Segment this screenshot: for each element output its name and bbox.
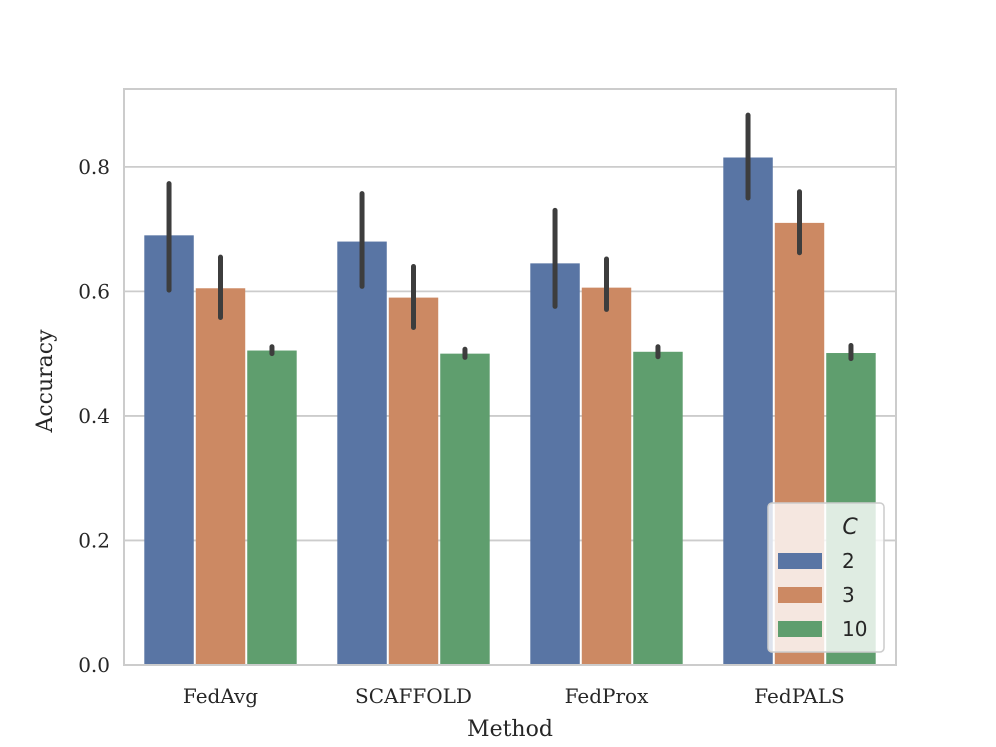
y-tick-label: 0.4 — [78, 404, 110, 428]
error-bars — [166, 112, 854, 362]
legend-label: 10 — [842, 617, 867, 641]
legend-label: 3 — [842, 583, 855, 607]
y-tick-labels: 0.0 0.2 0.4 0.6 0.8 — [78, 155, 110, 677]
legend-swatch — [778, 587, 822, 603]
bar — [247, 350, 297, 665]
bar — [144, 235, 194, 665]
legend-swatch — [778, 621, 822, 637]
bar — [195, 288, 246, 665]
y-tick-label: 0.6 — [78, 279, 110, 303]
bars — [144, 157, 876, 665]
bar — [723, 157, 773, 665]
legend-box — [767, 502, 885, 653]
bar — [440, 353, 490, 665]
x-axis-label: Method — [467, 717, 553, 742]
x-tick-labels: FedAvg SCAFFOLD FedProx FedPALS — [183, 684, 845, 708]
y-tick-label: 0.8 — [78, 155, 110, 179]
x-tick-label: FedAvg — [183, 684, 258, 708]
plot-frame — [123, 88, 897, 666]
bar — [337, 241, 387, 665]
bar — [633, 351, 683, 665]
x-tick-label: FedProx — [565, 684, 649, 708]
x-tick-label: FedPALS — [754, 684, 844, 708]
bar — [581, 287, 632, 665]
legend-swatch — [778, 553, 822, 569]
legend-title: C — [842, 515, 858, 540]
bar — [530, 263, 580, 665]
x-tick-label: SCAFFOLD — [355, 684, 472, 708]
legend: C 2 3 10 — [767, 502, 885, 653]
legend-items: 2 3 10 — [778, 549, 867, 641]
y-tick-label: 0.0 — [78, 653, 110, 677]
y-axis-label: Accuracy — [33, 329, 58, 434]
y-tick-label: 0.2 — [78, 528, 110, 552]
bar — [388, 297, 439, 665]
legend-label: 2 — [842, 549, 855, 573]
